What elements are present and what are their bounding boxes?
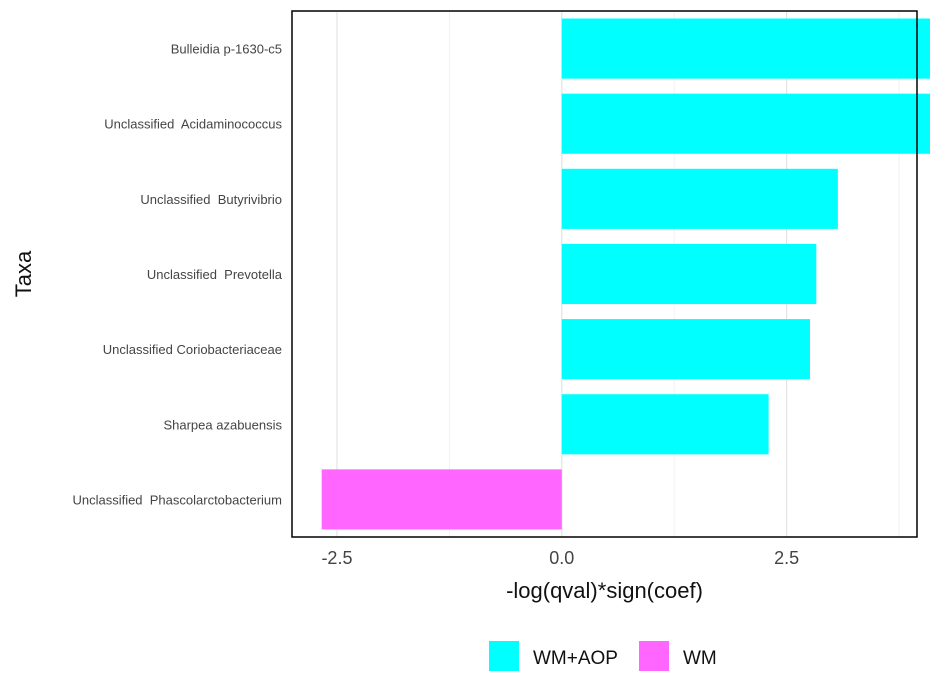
x-tick-label: -2.5 — [321, 548, 352, 568]
y-tick-label: Unclassified Prevotella — [147, 267, 283, 282]
y-tick-label: Unclassified Butyrivibrio — [140, 192, 282, 207]
bar — [561, 243, 817, 305]
bar — [561, 319, 810, 380]
bar — [321, 469, 562, 530]
y-tick-label: Unclassified Coriobacteriaceae — [103, 342, 282, 357]
legend-label: WM+AOP — [533, 648, 618, 669]
legend-label: WM — [683, 648, 717, 669]
x-tick-label: 2.5 — [774, 548, 799, 568]
legend-swatch — [639, 641, 669, 671]
x-tick-label: 0.0 — [549, 548, 574, 568]
bar — [561, 168, 838, 229]
bars — [321, 18, 930, 530]
legend: WM+AOP WM — [489, 641, 717, 671]
x-axis-title: -log(qval)*sign(coef) — [506, 578, 703, 603]
x-tick-labels: -2.5 0.0 2.5 — [321, 548, 799, 568]
y-tick-labels: Bulleidia p-1630-c5 Unclassified Acidamin… — [72, 42, 282, 508]
y-tick-label: Sharpea azabuensis — [163, 417, 282, 432]
plot-panel-border — [291, 10, 918, 538]
y-tick-label: Unclassified Acidaminococcus — [104, 117, 282, 132]
legend-swatch — [489, 641, 519, 671]
y-tick-label: Unclassified Phascolarctobacterium — [72, 492, 282, 507]
bar — [561, 18, 930, 79]
bar — [561, 93, 930, 154]
bar — [561, 394, 769, 455]
y-axis-title: Taxa — [11, 250, 36, 297]
y-tick-label: Bulleidia p-1630-c5 — [171, 42, 282, 57]
